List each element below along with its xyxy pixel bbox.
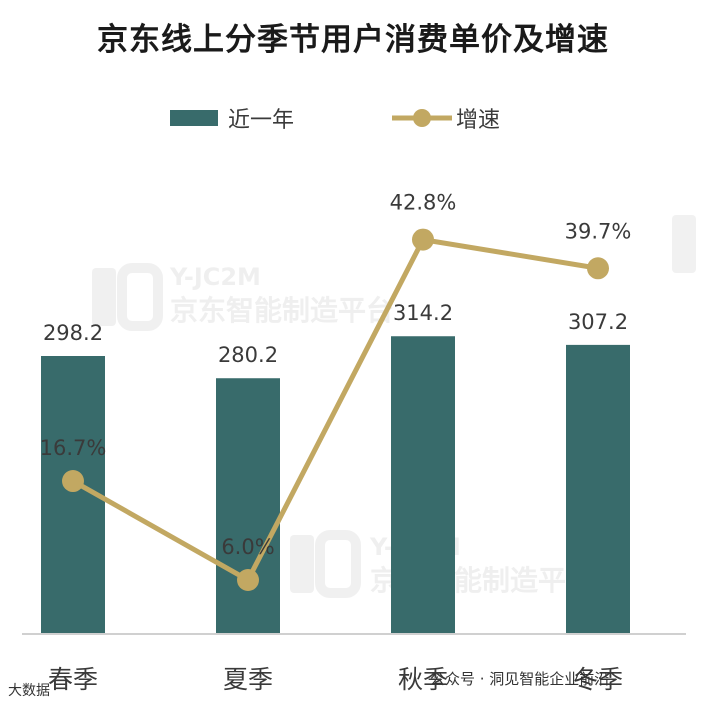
watermark-logo-icon-2 xyxy=(290,535,314,593)
x-tick-label-1: 春季 xyxy=(48,665,98,694)
legend-line-marker xyxy=(413,109,431,127)
bar-value-label-1: 298.2 xyxy=(43,321,103,345)
legend: 近一年 增速 xyxy=(170,108,500,133)
growth-label-3: 42.8% xyxy=(390,191,457,215)
bar-3 xyxy=(391,336,455,634)
growth-label-4: 39.7% xyxy=(565,219,632,243)
growth-label-2: 6.0% xyxy=(221,535,274,559)
growth-point-3 xyxy=(412,228,434,251)
watermark-footer-left: 大数据 xyxy=(8,683,50,699)
x-tick-label-2: 夏季 xyxy=(223,665,273,694)
line-series: 16.7% 6.0% 42.8% 39.7% xyxy=(40,191,632,591)
chart-title: 京东线上分季节用户消费单价及增速 xyxy=(97,22,609,58)
watermark-brand: Y-JC2M xyxy=(169,263,261,291)
growth-point-2 xyxy=(237,569,259,591)
bar-value-label-3: 314.2 xyxy=(393,301,453,325)
growth-point-4 xyxy=(587,257,609,280)
bar-series: 298.2 280.2 314.2 307.2 xyxy=(41,301,630,634)
watermark-logo-icon-3 xyxy=(672,215,696,273)
growth-label-1: 16.7% xyxy=(40,436,107,460)
watermark-right xyxy=(672,215,696,273)
bar-4 xyxy=(566,344,630,634)
watermark-platform: 京东智能制造平台 xyxy=(170,294,394,327)
legend-bar-label: 近一年 xyxy=(228,108,294,133)
growth-point-1 xyxy=(62,470,84,493)
x-tick-label-4: 冬季 xyxy=(573,665,623,694)
bar-2 xyxy=(216,378,280,634)
legend-bar-swatch xyxy=(170,110,218,126)
bar-value-label-4: 307.2 xyxy=(568,310,628,334)
watermark-logo-mark xyxy=(117,263,163,331)
watermark-logo-icon xyxy=(92,268,116,326)
x-tick-label-3: 秋季 xyxy=(398,665,448,694)
watermark-upper: Y-JC2M 京东智能制造平台 xyxy=(92,263,394,331)
legend-line-label: 增速 xyxy=(456,108,500,133)
watermark-footer-right: 公众号 · 洞见智能企业前沿 xyxy=(430,670,610,688)
watermark-logo-mark-2 xyxy=(315,530,361,598)
x-axis-ticks: 春季 夏季 秋季 冬季 xyxy=(48,665,623,694)
growth-line xyxy=(71,236,599,584)
bar-value-label-2: 280.2 xyxy=(218,343,278,367)
